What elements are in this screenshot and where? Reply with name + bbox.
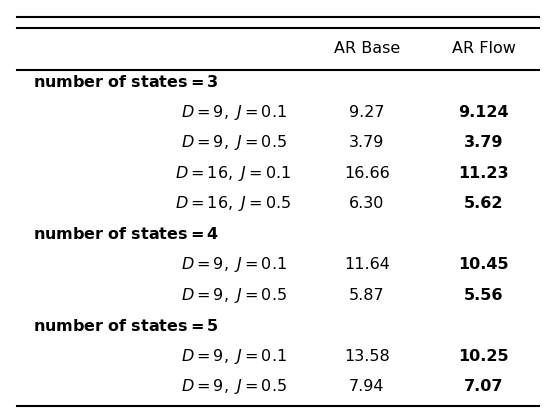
Text: 9.27: 9.27 [349,104,385,120]
Text: 10.25: 10.25 [458,349,509,364]
Text: 5.62: 5.62 [464,196,504,211]
Text: $D = 9,\ J = 0.5$: $D = 9,\ J = 0.5$ [181,133,286,152]
Text: 3.79: 3.79 [349,135,385,150]
Text: 13.58: 13.58 [344,349,390,364]
Text: $\mathbf{number\ of\ states = 4}$: $\mathbf{number\ of\ states = 4}$ [33,226,220,242]
Text: AR Base: AR Base [334,41,400,56]
Text: $D = 16,\ J = 0.1$: $D = 16,\ J = 0.1$ [176,163,291,183]
Text: 11.64: 11.64 [344,257,390,272]
Text: $D = 9,\ J = 0.1$: $D = 9,\ J = 0.1$ [181,347,286,366]
Text: $D = 9,\ J = 0.1$: $D = 9,\ J = 0.1$ [181,102,286,122]
Text: 7.07: 7.07 [464,379,504,394]
Text: 7.94: 7.94 [349,379,385,394]
Text: $\mathbf{number\ of\ states = 3}$: $\mathbf{number\ of\ states = 3}$ [33,74,219,89]
Text: $D = 9,\ J = 0.5$: $D = 9,\ J = 0.5$ [181,377,286,396]
Text: 5.87: 5.87 [349,288,385,303]
Text: $\mathbf{number\ of\ states = 5}$: $\mathbf{number\ of\ states = 5}$ [33,318,219,334]
Text: 9.124: 9.124 [458,104,509,120]
Text: 10.45: 10.45 [458,257,509,272]
Text: AR Flow: AR Flow [452,41,515,56]
Text: 6.30: 6.30 [349,196,385,211]
Text: 16.66: 16.66 [344,166,390,181]
Text: $D = 16,\ J = 0.5$: $D = 16,\ J = 0.5$ [176,194,291,213]
Text: 11.23: 11.23 [458,166,509,181]
Text: $D = 9,\ J = 0.5$: $D = 9,\ J = 0.5$ [181,285,286,305]
Text: 5.56: 5.56 [464,288,504,303]
Text: $D = 9,\ J = 0.1$: $D = 9,\ J = 0.1$ [181,255,286,274]
Text: 3.79: 3.79 [464,135,504,150]
